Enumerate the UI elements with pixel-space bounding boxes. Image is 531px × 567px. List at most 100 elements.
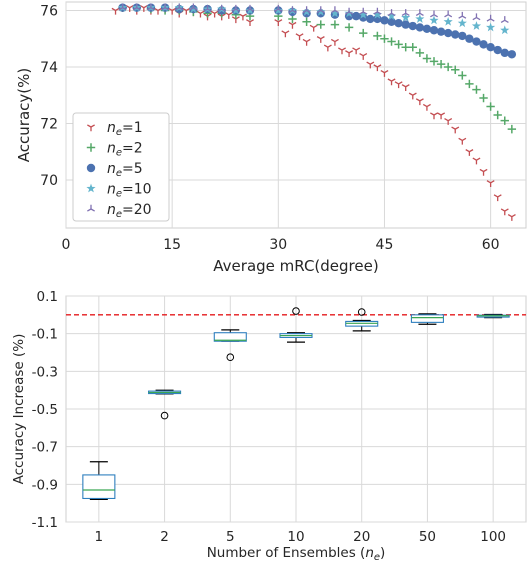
data-point-ne1: [458, 137, 467, 145]
legend-suffix: =5: [122, 161, 143, 177]
data-point-ne20: [118, 3, 127, 11]
data-point-ne10: [386, 11, 397, 21]
data-point-ne20: [203, 4, 212, 12]
legend-suffix: =10: [122, 182, 152, 198]
top-x-tick-label: 30: [269, 237, 287, 253]
data-point-ne1: [288, 21, 297, 29]
legend-entry: ne=20: [107, 202, 152, 220]
data-point-ne5: [443, 28, 453, 38]
legend-entry: ne=2: [107, 141, 143, 159]
data-point-ne10: [443, 16, 453, 26]
data-point-ne1: [486, 180, 495, 187]
data-point-ne5: [359, 13, 368, 22]
bottom-y-tick-label: -0.5: [32, 402, 58, 418]
data-point-ne10: [245, 5, 255, 15]
legend-var: n: [107, 120, 116, 136]
data-point-ne10: [344, 8, 354, 18]
data-point-ne10: [372, 9, 382, 19]
legend-entry: ne=10: [107, 182, 152, 200]
data-point-ne5: [351, 11, 361, 21]
box-5: [213, 329, 247, 362]
data-point-ne1: [394, 81, 403, 89]
data-point-ne1: [387, 78, 396, 86]
data-point-ne2: [486, 102, 495, 111]
legend-marker: [87, 124, 95, 132]
data-point-ne1: [465, 149, 474, 156]
outlier: [160, 411, 169, 420]
top-x-ticks: 0 15 30 45 60: [62, 237, 500, 253]
data-point-ne1: [373, 64, 382, 72]
data-point-ne20: [387, 9, 396, 16]
data-point-ne2: [493, 110, 502, 120]
data-point-ne20: [415, 9, 424, 16]
data-point-ne20: [175, 3, 184, 11]
data-point-ne2: [429, 57, 439, 66]
top-x-tick-label: 0: [62, 237, 71, 253]
data-point-ne10: [316, 7, 326, 16]
data-point-ne1: [295, 33, 304, 41]
data-point-ne1: [380, 69, 389, 77]
data-point-ne5: [479, 40, 488, 49]
legend-marker: [86, 183, 96, 193]
outlier: [226, 353, 235, 362]
data-point-ne20: [316, 6, 325, 14]
data-point-ne5: [422, 24, 432, 34]
bottom-y-tick-label: -0.7: [32, 440, 58, 456]
data-point-ne20: [146, 3, 155, 11]
data-point-ne10: [302, 7, 312, 16]
box-plots: [82, 307, 510, 500]
data-point-ne5: [436, 27, 446, 36]
data-point-ne1: [359, 53, 368, 60]
data-point-ne1: [401, 84, 410, 91]
bottom-x-tick-label: 50: [419, 529, 436, 545]
data-point-ne1: [437, 112, 446, 120]
data-point-ne1: [415, 98, 424, 106]
data-point-ne1: [246, 19, 254, 26]
data-point-ne10: [330, 8, 340, 18]
data-point-ne1: [352, 47, 361, 55]
data-point-ne20: [486, 14, 495, 22]
legend-var: n: [107, 161, 116, 177]
legend-marker: [86, 163, 96, 173]
data-point-ne2: [373, 31, 382, 41]
legend-suffix: =20: [122, 202, 152, 218]
data-point-ne10: [273, 5, 283, 15]
data-point-ne5: [486, 43, 495, 52]
data-point-ne10: [401, 12, 411, 22]
data-point-ne20: [231, 4, 240, 12]
data-point-ne2: [458, 71, 467, 80]
data-point-ne2: [387, 37, 396, 46]
data-point-ne1: [408, 92, 417, 100]
data-point-ne1: [472, 157, 481, 165]
data-point-ne1: [309, 24, 318, 32]
data-point-ne20: [373, 7, 382, 15]
data-point-ne1: [338, 47, 346, 55]
legend-marker: [87, 204, 95, 212]
data-point-ne20: [189, 3, 198, 11]
bottom-x-ticks: 1 2 5 10 20 50 100: [95, 529, 506, 545]
outlier: [357, 308, 366, 316]
data-point-ne10: [500, 25, 510, 35]
data-point-ne1: [330, 38, 339, 46]
accuracy-vs-mrc-chart: 0 15 30 45 60 70 72 74 76 Average mRC(degree) A…: [15, 1, 527, 275]
data-point-ne1: [281, 30, 290, 38]
legend-var: n: [107, 141, 116, 157]
bottom-x-label-sub: e: [374, 552, 380, 563]
top-x-tick-label: 60: [482, 237, 500, 253]
data-point-ne1: [451, 126, 460, 134]
data-point-ne2: [408, 43, 417, 52]
data-point-ne20: [500, 16, 509, 24]
data-point-ne20: [302, 6, 311, 14]
data-point-ne20: [472, 13, 481, 21]
top-x-tick-label: 15: [163, 237, 181, 253]
data-point-ne2: [465, 79, 474, 89]
data-point-ne2: [500, 116, 509, 125]
data-point-ne2: [472, 85, 481, 94]
legend-suffix: =1: [122, 120, 143, 136]
data-point-ne5: [507, 50, 517, 59]
data-point-ne1: [507, 214, 516, 221]
data-point-ne20: [458, 11, 467, 19]
data-point-ne1: [316, 36, 325, 43]
bottom-y-tick-label: 0.1: [37, 289, 58, 305]
bottom-x-tick-label: 1: [95, 529, 104, 545]
